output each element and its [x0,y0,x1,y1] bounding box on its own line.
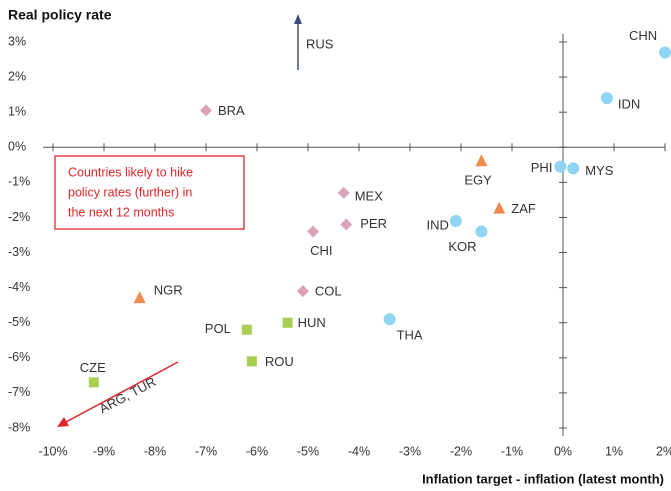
x-tick-label: -5% [297,444,319,458]
x-axis-title: Inflation target - inflation (latest mon… [422,471,664,486]
point-label: CHN [629,28,657,43]
annotation-text: RUS [306,36,334,51]
x-tick-label: -1% [501,444,523,458]
point-label: MEX [355,188,384,203]
point [296,285,309,298]
point [88,377,99,388]
x-tick-label: -6% [246,444,268,458]
point [307,225,320,238]
point [200,104,212,117]
point-label: NGR [154,283,183,298]
point [600,92,613,105]
y-tick-label: 1% [8,104,26,118]
y-tick-label: -8% [8,420,30,434]
y-tick-label: 0% [8,140,26,154]
x-tick-label: 1% [605,444,623,458]
annotation-arrowhead [294,14,302,24]
point [567,162,580,175]
chart-title: Real policy rate [8,7,112,23]
x-tick-label: 2% [656,444,671,458]
point-label: ROU [265,354,294,369]
y-tick-label: -6% [8,350,30,364]
annotation-box [54,155,245,230]
y-tick-label: -2% [8,210,30,224]
x-tick-label: 0% [554,444,572,458]
y-tick-label: 2% [8,69,26,83]
point-label: KOR [448,239,476,254]
point [133,291,146,304]
point [659,46,671,59]
x-tick-label: -10% [38,444,67,458]
y-tick-label: -7% [8,385,30,399]
point-label: HUN [298,315,326,330]
point [246,356,257,367]
point-label: IND [427,217,449,232]
annotation-text: policy rates (further) in [68,185,192,199]
x-tick-label: -3% [399,444,421,458]
y-tick-label: 3% [8,34,26,48]
annotation-arrowhead [57,417,69,427]
point [493,201,506,214]
x-tick-label: -8% [144,444,166,458]
point [554,160,567,173]
point [340,218,353,231]
x-tick-label: -4% [348,444,370,458]
point-label: BRA [218,103,245,118]
point-label: IDN [618,97,640,112]
point [282,317,293,328]
point [475,154,488,167]
y-tick-label: -5% [8,315,30,329]
point-label: COL [315,284,342,299]
point-label: EGY [464,173,492,188]
point-label: THA [397,328,423,343]
x-tick-label: -7% [195,444,217,458]
y-tick-label: -4% [8,280,30,294]
point-label: CZE [80,360,106,375]
x-tick-label: -2% [450,444,472,458]
point [449,214,462,227]
point [241,324,252,335]
point-label: PHI [531,160,553,175]
annotation-text: the next 12 months [68,205,174,219]
annotation-arrow [65,361,179,423]
point-label: ZAF [511,201,536,216]
point-label: POL [205,321,231,336]
x-tick-label: -9% [93,444,115,458]
y-tick-label: -1% [8,175,30,189]
y-tick-label: -3% [8,245,30,259]
point-label: PER [360,216,387,231]
point-label: MYS [585,163,614,178]
point [383,313,396,326]
annotation-text: Countries likely to hike [68,165,193,179]
point [475,225,488,238]
annotation-text: ARG, TUR [97,374,159,416]
point [337,186,350,199]
point-label: CHI [310,243,332,258]
